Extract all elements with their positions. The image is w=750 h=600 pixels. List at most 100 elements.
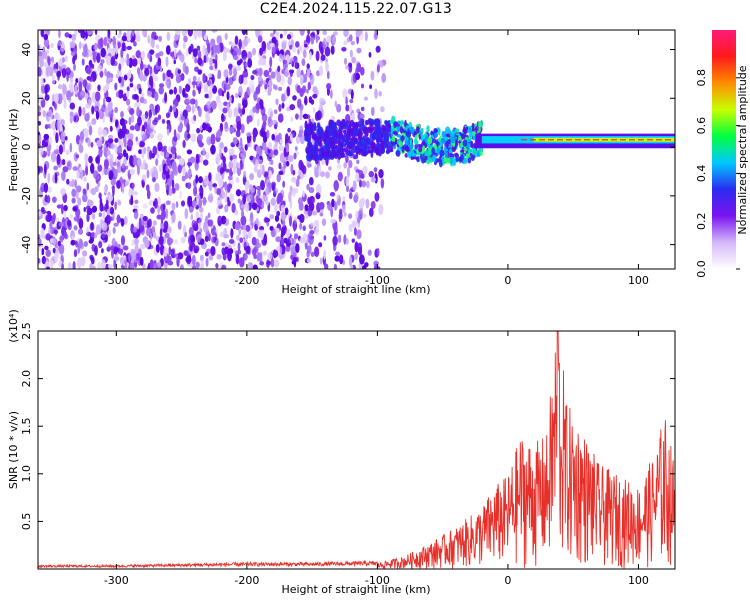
spectrogram-cell [164,167,170,176]
spectrogram-cell [187,30,193,37]
spectrogram-cell [268,86,272,93]
spectrogram-cell [308,187,315,194]
spectrogram-cell [131,58,138,67]
spectrogram-cell [88,59,93,67]
spectrogram-cell [44,85,48,95]
spectrogram-cell [328,166,332,171]
spectrogram-cell [243,170,247,179]
spectrogram-cell [255,159,259,168]
spectrogram-cell [71,197,76,204]
spectrogram-cell [279,74,285,86]
spectrogram-cell [165,56,169,67]
spectrogram-cell [345,96,348,106]
spectrogram-cell [151,171,156,179]
spectrogram-cell [295,113,299,120]
spectrogram-cell [44,194,48,203]
spectrogram-cell [164,232,170,239]
spectrogram-cell [229,193,234,202]
spectrogram-cell [196,127,201,134]
spectrogram-cell [94,245,98,256]
spectrogram-cell [362,165,368,175]
spectrogram-cell [166,184,170,196]
spectrogram-cell [289,215,292,227]
spectrogram-cell [257,35,263,43]
spectrogram-cell [44,245,49,251]
spectrogram-cell [85,165,88,176]
spectrogram-cell [202,73,206,84]
spectrogram-cell [343,30,349,38]
spectrogram-cell [371,106,375,116]
spectrogram-cell [233,55,239,61]
spectrogram-cell [192,265,197,269]
spectrogram-cell [334,255,340,262]
spectrogram-cell [202,122,207,131]
spectrogram-cell [154,117,159,123]
spectrogram-cell [221,113,225,123]
spectrogram-cell [45,214,52,222]
spectrogram-cell [292,220,297,231]
spectrogram-cell [336,164,342,170]
spectrogram-cell [390,145,394,152]
spectrogram-cell [206,100,212,109]
spectrogram-cell [236,234,240,241]
spectrogram-cell [154,35,159,40]
spectrogram-cell [98,241,103,249]
spectrogram-cell [123,139,127,148]
spectrogram-cell [286,34,292,40]
spectrogram-cell [52,238,56,245]
spectrogram-cell [76,185,82,193]
spectrogram-cell [129,125,135,131]
spectrogram-cell [223,146,228,153]
spectrogram-cell [41,256,47,265]
spectrogram-cell [295,41,300,48]
spectrogram-cell [88,156,93,164]
spectrogram-cell [144,67,150,77]
spectrogram-cell [268,116,272,124]
spectrogram [38,30,675,269]
spectrogram-cell [97,181,101,188]
spectrogram-cell [227,185,231,193]
spectrogram-cell [278,170,284,175]
spectrogram-cell [191,104,195,114]
spectrogram-cell [281,54,285,61]
spectrogram-cell [123,215,128,226]
spectrogram-cell [86,182,90,191]
spectrogram-cell [210,38,216,47]
spectrogram-cell [69,102,76,110]
spectrogram-cell [155,52,160,59]
spectrogram-cell [244,202,250,213]
spectrogram-cell [224,193,228,204]
spectrogram-cell [359,179,362,188]
spectrogram-cell [119,256,126,265]
spectrogram-cell [208,179,213,189]
spectrogram-cell [204,93,210,99]
spectrogram-cell [158,86,164,95]
spectrogram-cell [316,184,322,195]
spectrogram-cell [125,165,129,170]
spectrogram-cell [264,218,270,223]
spectrogram-cell [43,133,49,141]
spectrogram-cell [179,190,183,200]
spectrogram-cell [203,55,207,64]
spectrogram-cell [258,67,263,77]
spectrogram-cell [166,45,171,55]
spectrogram-cell [281,211,286,221]
spectrogram-cell [156,152,160,159]
spectrogram-cell [370,177,376,183]
spectrogram-cell [271,133,275,141]
spectrogram-cell [333,31,338,36]
spectrogram-cell [181,175,186,182]
spectrogram-cell [345,65,350,70]
spectrogram-cell [237,103,241,109]
spectrogram-cell [132,226,138,233]
spectrogram-cell [245,234,249,240]
spectrogram-cell [149,49,155,55]
spectrogram-cell [73,225,78,231]
spectrogram-cell [259,155,263,160]
spectrogram-cell [104,159,109,170]
spectrogram-cell [193,114,197,121]
spectrogram-cell [302,225,306,231]
spectrogram-cell [73,63,76,71]
spectrogram-cell [167,260,174,266]
spectrogram-cell [166,128,170,136]
